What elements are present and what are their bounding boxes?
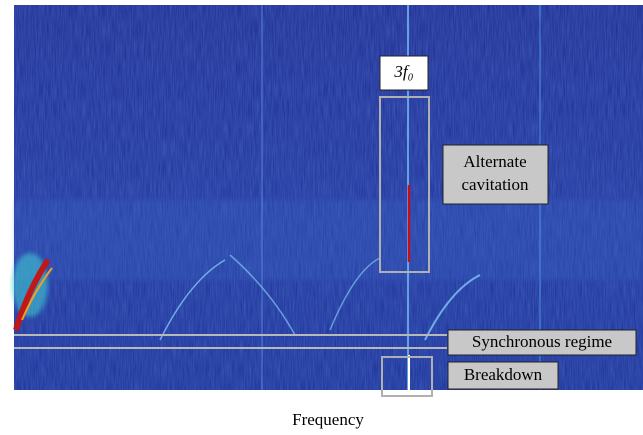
breakdown-box bbox=[447, 361, 559, 390]
breakdown-label: Breakdown bbox=[464, 365, 543, 384]
alternate-box bbox=[442, 144, 549, 205]
synchronous-box bbox=[447, 329, 637, 356]
alternate-label-line2: cavitation bbox=[461, 175, 529, 194]
synchronous-label: Synchronous regime bbox=[472, 332, 612, 351]
breakdown-region bbox=[381, 356, 433, 397]
harmonic-label: 3f₀ bbox=[393, 62, 413, 81]
x-axis-label: Frequency bbox=[292, 410, 364, 429]
harmonic-box bbox=[379, 55, 429, 91]
annotations: 3f₀ Alternate cavitation Synchronous reg… bbox=[14, 55, 637, 397]
alternate-label-line1: Alternate bbox=[463, 152, 526, 171]
harmonic-region bbox=[379, 96, 430, 273]
